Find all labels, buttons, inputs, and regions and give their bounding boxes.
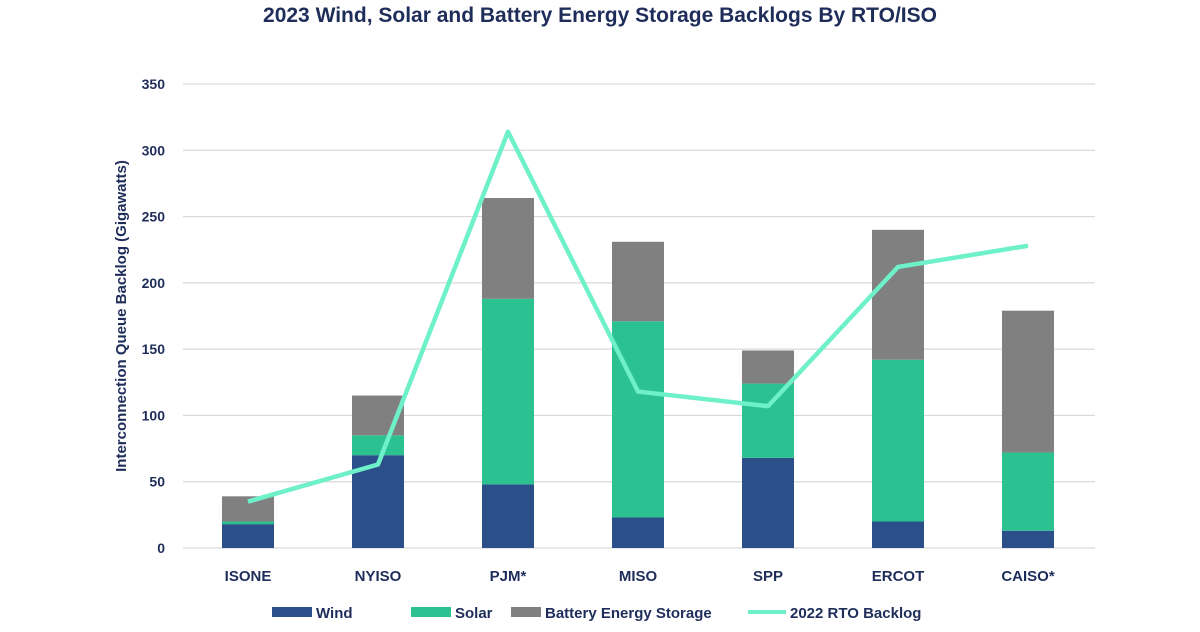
line-2022-rto-backlog: [247, 129, 1029, 504]
y-tick-label: 150: [142, 341, 166, 357]
bar-wind: [872, 521, 924, 548]
x-tick-label: NYISO: [355, 568, 402, 585]
legend-label: Battery Energy Storage: [545, 605, 712, 622]
x-tick-label: CAISO*: [1001, 568, 1055, 585]
y-axis-label: Interconnection Queue Backlog (Gigawatts…: [113, 160, 130, 472]
y-tick-label: 50: [149, 474, 165, 490]
bar-solar: [742, 383, 794, 458]
bar-battery-energy-storage: [612, 241, 664, 322]
bar-solar: [222, 521, 274, 525]
legend-swatch: [511, 607, 541, 617]
y-tick-label: 200: [142, 275, 166, 291]
bar-wind: [1002, 530, 1054, 548]
bar-battery-energy-storage: [482, 198, 534, 299]
bar-solar: [482, 298, 534, 485]
bar-wind: [222, 524, 274, 548]
y-tick-label: 350: [142, 76, 166, 92]
bar-wind: [482, 484, 534, 548]
legend-swatch: [272, 607, 312, 617]
y-tick-label: 300: [142, 142, 166, 158]
bar-solar: [872, 359, 924, 522]
bar-solar: [352, 435, 404, 456]
y-tick-label: 250: [142, 209, 166, 225]
legend-label: Solar: [455, 605, 493, 622]
bar-wind: [742, 457, 794, 548]
x-tick-label: ISONE: [225, 568, 272, 585]
bar-battery-energy-storage: [1002, 310, 1054, 453]
x-tick-label: SPP: [753, 568, 783, 585]
bar-solar: [1002, 452, 1054, 531]
x-tick-label: PJM*: [490, 568, 527, 585]
x-tick-label: ERCOT: [872, 568, 925, 585]
bar-wind: [612, 517, 664, 548]
legend-label: 2022 RTO Backlog: [790, 605, 921, 622]
chart-title: 2023 Wind, Solar and Battery Energy Stor…: [263, 4, 937, 27]
bar-battery-energy-storage: [742, 350, 794, 384]
x-tick-label: MISO: [619, 568, 658, 585]
y-tick-label: 100: [142, 407, 166, 423]
y-tick-label: 0: [157, 540, 165, 556]
legend-label: Wind: [316, 605, 353, 622]
bar-battery-energy-storage: [872, 229, 924, 360]
legend-swatch: [411, 607, 451, 617]
